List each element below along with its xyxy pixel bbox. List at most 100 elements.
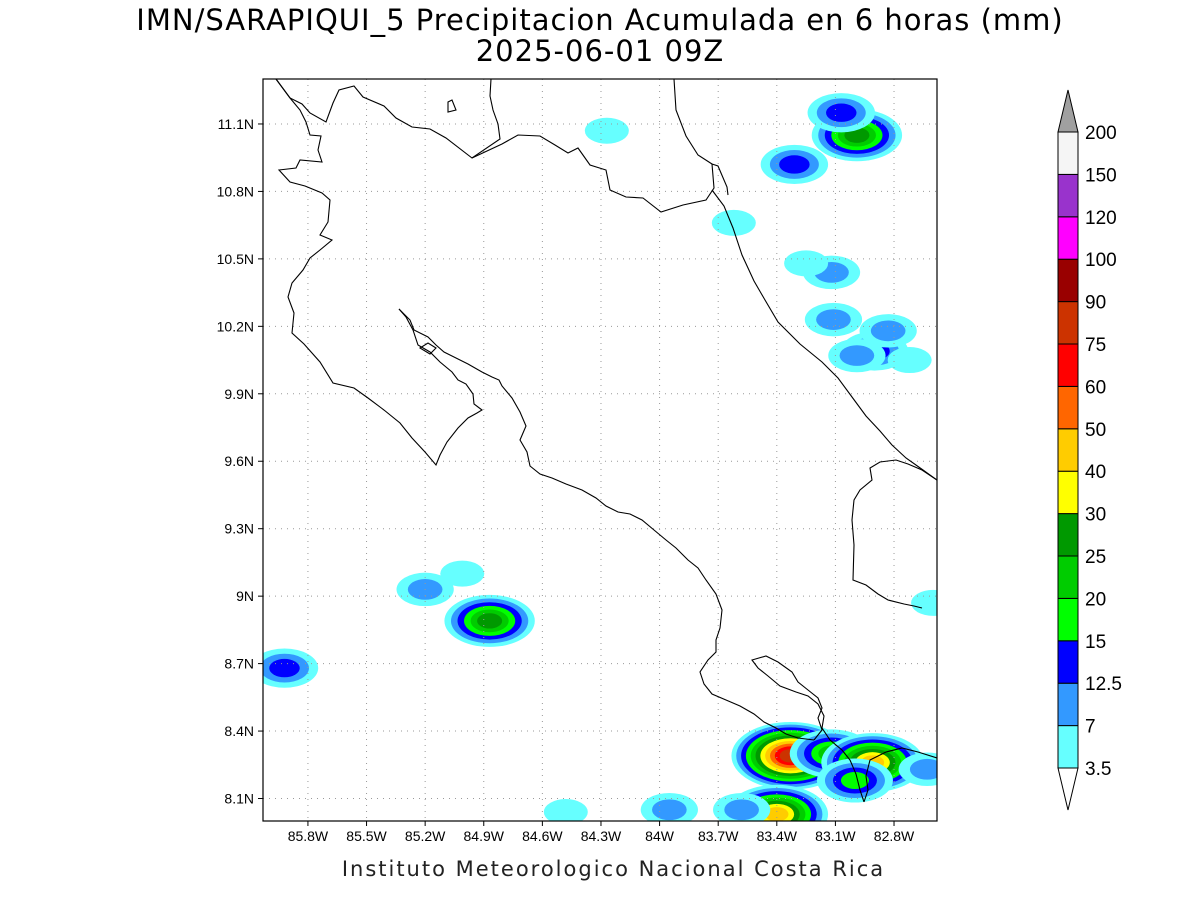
longitude-label: 85.2W (405, 828, 446, 844)
colorbar-swatch (1057, 682, 1079, 727)
colorbar-swatch (1057, 385, 1079, 430)
colorbar-label: 100 (1085, 250, 1117, 271)
precipitation-cell (713, 793, 771, 821)
precipitation-contour (711, 209, 756, 236)
pacific-coast-north (275, 79, 483, 467)
nicoya-lagoon (418, 342, 437, 355)
colorbar-under-triangle (1057, 767, 1079, 811)
precipitation-cell (711, 209, 756, 236)
longitude-label: 85.8W (288, 828, 329, 844)
map-frame (262, 78, 938, 822)
precipitation-cell (911, 589, 937, 616)
latitude-label: 8.7N (224, 656, 254, 672)
precipitation-cell (816, 758, 893, 803)
colorbar-swatch (1057, 470, 1079, 515)
latitude-axis: 11.1N 10.8N 10.5N 10.2N 9.9N 9.6N 9.3N 9N 8.7N 8.… (217, 116, 263, 807)
precipitation-cell (807, 93, 875, 133)
precipitation-contour (652, 799, 687, 821)
precipitation-cell (543, 799, 588, 821)
precipitation-contour (839, 345, 875, 366)
precipitation-cell (263, 648, 319, 688)
precipitation-cell (760, 144, 829, 185)
latitude-label: 8.1N (224, 791, 254, 807)
precipitation-cell (640, 793, 698, 821)
longitude-label: 83.1W (815, 828, 856, 844)
precipitation-contour (784, 250, 829, 277)
precipitation-contour (840, 772, 869, 790)
colorbar-swatch (1057, 301, 1079, 345)
precipitation-contour (826, 103, 857, 122)
colorbar-swatch (1057, 343, 1079, 387)
coastline-layer (275, 79, 937, 803)
colorbar-label: 50 (1085, 420, 1106, 441)
northern-border (471, 134, 729, 213)
latitude-label: 9.6N (224, 453, 254, 469)
precipitation-contour (440, 560, 485, 587)
colorbar-swatch (1057, 640, 1079, 684)
longitude-label: 84.6W (522, 828, 563, 844)
precipitation-cell (828, 338, 886, 373)
precipitation-cell (440, 560, 485, 587)
colorbar-swatch (1057, 131, 1079, 175)
longitude-label: 84.9W (464, 828, 505, 844)
precipitation-contour (911, 589, 937, 616)
colorbar-label: 90 (1085, 293, 1106, 314)
precipitation-colorbar: 3.5 7 12.5 15 20 25 30 40 50 60 75 90 100 120 150 200 (1057, 89, 1122, 811)
footer-credit: Instituto Meteorologico Nacional Costa R… (341, 857, 886, 881)
burica-coast (863, 747, 937, 803)
colorbar-swatch (1057, 216, 1079, 260)
precipitation-cell (898, 752, 937, 787)
colorbar-label: 15 (1085, 632, 1106, 653)
precipitation-contour (477, 613, 503, 629)
colorbar-label: 75 (1085, 335, 1106, 356)
colorbar-swatch (1057, 597, 1079, 642)
colorbar-label: 7 (1085, 717, 1096, 738)
colorbar-label: 25 (1085, 547, 1106, 568)
colorbar-swatch (1057, 428, 1079, 472)
grid-lines (263, 79, 937, 821)
caribbean-coast (673, 79, 937, 481)
precipitation-cell (584, 117, 629, 144)
colorbar-label: 200 (1085, 123, 1117, 144)
panama-border (851, 459, 937, 609)
colorbar-label: 3.5 (1085, 759, 1111, 780)
latitude-label: 9.9N (224, 386, 254, 402)
colorbar-label: 150 (1085, 165, 1117, 186)
colorbar-label: 12.5 (1085, 674, 1122, 695)
latitude-label: 11.1N (218, 116, 254, 132)
precipitation-layer (263, 93, 937, 821)
precipitation-contour (724, 799, 759, 821)
lake-nicaragua-shore (275, 79, 501, 159)
longitude-label: 84W (645, 828, 675, 844)
longitude-label: 83.7W (698, 828, 739, 844)
precipitation-cell (444, 594, 535, 647)
colorbar-swatch (1057, 173, 1079, 218)
precipitation-contour (779, 155, 810, 174)
colorbar-label: 20 (1085, 589, 1106, 610)
colorbar-label: 120 (1085, 208, 1117, 229)
colorbar-swatch (1057, 258, 1079, 303)
precipitation-contour (816, 309, 851, 330)
precipitation-contour (887, 347, 932, 374)
gulf-of-nicoya (398, 308, 815, 741)
colorbar-swatch (1057, 725, 1079, 769)
precipitation-cell (784, 250, 829, 277)
longitude-label: 84.3W (581, 828, 622, 844)
precipitation-contour (584, 117, 629, 144)
osa-peninsula (751, 655, 865, 803)
precipitation-contour (909, 758, 937, 780)
latitude-label: 8.4N (224, 723, 254, 739)
chart-title-line-2: 2025-06-01 09Z (475, 34, 725, 68)
longitude-axis: 85.8W 85.5W 85.2W 84.9W 84.6W 84.3W 84W 83.7W 83… (288, 821, 915, 844)
colorbar-label: 40 (1085, 462, 1106, 483)
longitude-label: 85.5W (346, 828, 387, 844)
longitude-label: 83.4W (757, 828, 798, 844)
precipitation-cell (887, 347, 932, 374)
precipitation-contour (765, 807, 789, 821)
precipitation-contour (870, 320, 906, 342)
precipitation-contour (543, 799, 588, 821)
precipitation-contour (269, 658, 300, 678)
colorbar-label: 30 (1085, 505, 1106, 526)
colorbar-label: 60 (1085, 377, 1106, 398)
